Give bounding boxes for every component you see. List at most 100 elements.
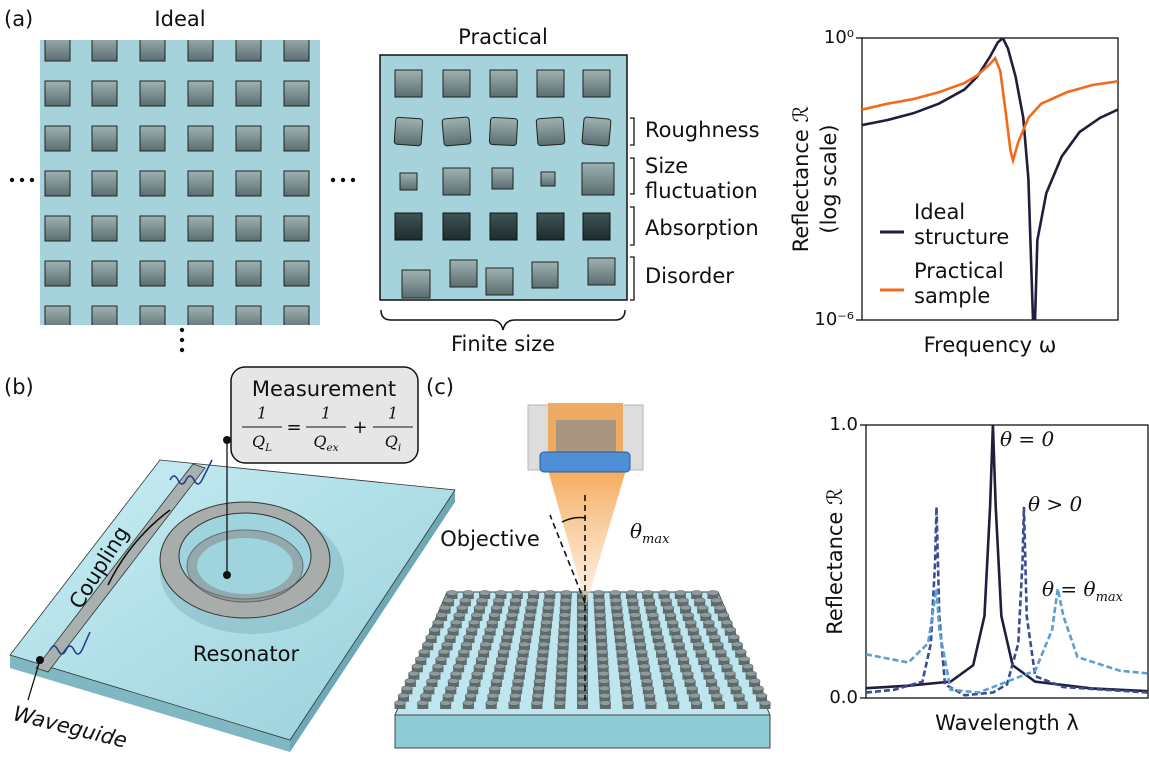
pillar-top <box>742 664 753 669</box>
ellipsis-dot <box>351 178 355 182</box>
pillar-top <box>610 591 621 596</box>
pillar-top <box>419 649 430 654</box>
pillar-top <box>453 664 464 669</box>
pillar-top <box>486 701 497 706</box>
formula-operator: = <box>286 417 301 438</box>
pillar-top <box>595 620 606 625</box>
pillar-top <box>614 627 625 632</box>
pillar-top <box>498 649 509 654</box>
pillar-top <box>731 686 742 691</box>
pillar-top <box>685 679 696 684</box>
plot-frame <box>866 425 1148 698</box>
pillar-top <box>718 613 729 618</box>
pillar-top <box>508 605 519 610</box>
ellipsis-dot <box>30 178 34 182</box>
pillar-top <box>443 598 454 603</box>
pillar-top <box>599 686 610 691</box>
hole <box>45 126 70 151</box>
legend-label: Ideal <box>914 200 965 224</box>
row-label: Disorder <box>645 264 734 288</box>
pillar-top <box>634 635 645 640</box>
pillar-top <box>509 701 520 706</box>
pillar-top <box>500 642 511 647</box>
pillar-top <box>577 657 588 662</box>
pillar-top <box>577 679 588 684</box>
hole <box>395 70 422 97</box>
pillar-top <box>668 701 679 706</box>
pillar-top <box>491 605 502 610</box>
absorbing-hole <box>490 213 517 240</box>
pillar-top <box>594 605 605 610</box>
pillar-top <box>725 671 736 676</box>
pillar-top <box>496 657 507 662</box>
rough-hole <box>582 117 611 146</box>
series-line <box>866 425 1148 691</box>
pillar-top <box>422 642 433 647</box>
annotation-sub: max <box>1096 590 1124 605</box>
pillar-top <box>691 701 702 706</box>
disordered-hole <box>486 268 513 295</box>
pillar-top <box>680 605 691 610</box>
pillar-top <box>619 671 630 676</box>
pillar-top <box>674 642 685 647</box>
hole <box>188 81 213 106</box>
pillar-top <box>440 605 451 610</box>
pillar-top <box>630 613 641 618</box>
pillar-top <box>474 664 485 669</box>
hole <box>284 36 309 61</box>
pillar-top <box>472 671 483 676</box>
hole <box>92 171 117 196</box>
hole <box>45 216 70 241</box>
pillar-top <box>647 613 658 618</box>
pillar-top <box>523 620 534 625</box>
hole <box>92 216 117 241</box>
pillar-top <box>485 627 496 632</box>
hole <box>45 171 70 196</box>
pillar-top <box>661 671 672 676</box>
pillar-top <box>524 613 535 618</box>
pillar-top <box>663 605 674 610</box>
pillar-top <box>577 605 588 610</box>
formula-denominator-sub: L <box>264 442 272 454</box>
pillar-top <box>596 635 607 640</box>
pillar-top <box>405 679 416 684</box>
pillar-top <box>706 627 717 632</box>
pillar-top <box>480 642 491 647</box>
hole <box>92 36 117 61</box>
pillar-top <box>659 591 670 596</box>
pillar-top <box>429 671 440 676</box>
pillar-top <box>542 613 553 618</box>
legend-label: sample <box>914 284 990 308</box>
pillar-top <box>701 664 712 669</box>
y-axis-label: Reflectance ℛ <box>823 488 847 635</box>
annotation: θ = θmax <box>1042 577 1124 606</box>
waveguide-label: Waveguide <box>11 701 130 752</box>
hole <box>583 70 610 97</box>
pillar-top <box>599 693 610 698</box>
panel-label: (c) <box>426 375 454 399</box>
pillar-top <box>539 635 550 640</box>
pillar-top <box>445 635 456 640</box>
pillar-top <box>577 642 588 647</box>
ideal-lattice <box>40 40 320 325</box>
formula-numerator: 1 <box>257 404 267 423</box>
pillar-top <box>618 664 629 669</box>
pillar-top <box>669 627 680 632</box>
pillar-top <box>458 649 469 654</box>
pillar-top <box>661 598 672 603</box>
pillar-top <box>632 627 643 632</box>
pillar-top <box>544 591 555 596</box>
pillar-top <box>408 671 419 676</box>
pillar-top <box>558 635 569 640</box>
pillar-top <box>645 701 656 706</box>
pillar-top <box>709 635 720 640</box>
pillar-top <box>667 693 678 698</box>
pillar-top <box>688 627 699 632</box>
pillar-top <box>522 627 533 632</box>
hole <box>188 171 213 196</box>
rough-hole <box>536 117 565 146</box>
pillar-top <box>597 649 608 654</box>
pillar-top <box>467 686 478 691</box>
disordered-hole <box>588 258 615 285</box>
pillar-top <box>672 635 683 640</box>
